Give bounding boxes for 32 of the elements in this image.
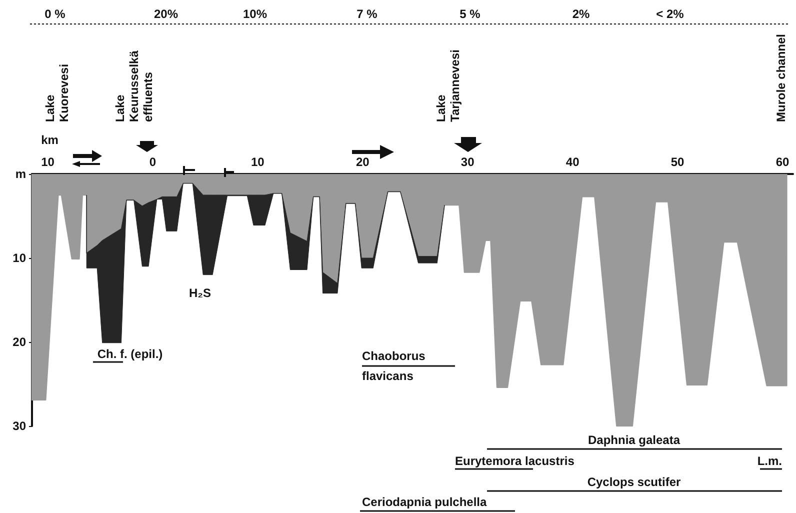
y-tick-label: 20 [12,335,26,349]
text: 2% [572,7,590,21]
x-tick-label: 10 [41,155,55,169]
text: Lake Keurusselkä effluents [113,50,155,122]
text: Cyclops scutifer [587,475,682,489]
text: Lake Tarjannevesi [434,50,462,122]
text: Murole channel [774,34,788,122]
text: Eurytemora lacustris [455,454,575,468]
text: Daphnia galeata [588,433,680,447]
x-tick-label: 50 [670,155,685,169]
x-axis-title: km [41,133,58,147]
text: 5 % [460,7,481,21]
text: 7 % [356,7,378,21]
x-tick-label: 40 [566,155,580,169]
x-tick-label: 60 [776,155,790,169]
text: 20% [154,7,178,21]
x-tick-label: 10 [250,155,265,169]
annotation: Ch. f. (epil.) [97,347,163,361]
x-tick-label: 20 [356,155,370,169]
text: Lake Kuorevesi [43,64,71,122]
y-tick-label: 30 [12,419,26,433]
text: Ceriodapnia pulchella [362,495,488,509]
annotation: H₂S [188,286,212,300]
x-tick-label: 0 [149,155,156,169]
text: 0 % [44,7,66,21]
text: L.m. [757,454,782,468]
y-tick-label: 10 [12,251,26,265]
text: < 2% [656,7,684,21]
annotation: Chaoborus flavicans [362,349,426,383]
y-tick-label: m [15,167,26,181]
text: 10% [242,7,268,21]
x-tick-label: 30 [460,155,475,169]
